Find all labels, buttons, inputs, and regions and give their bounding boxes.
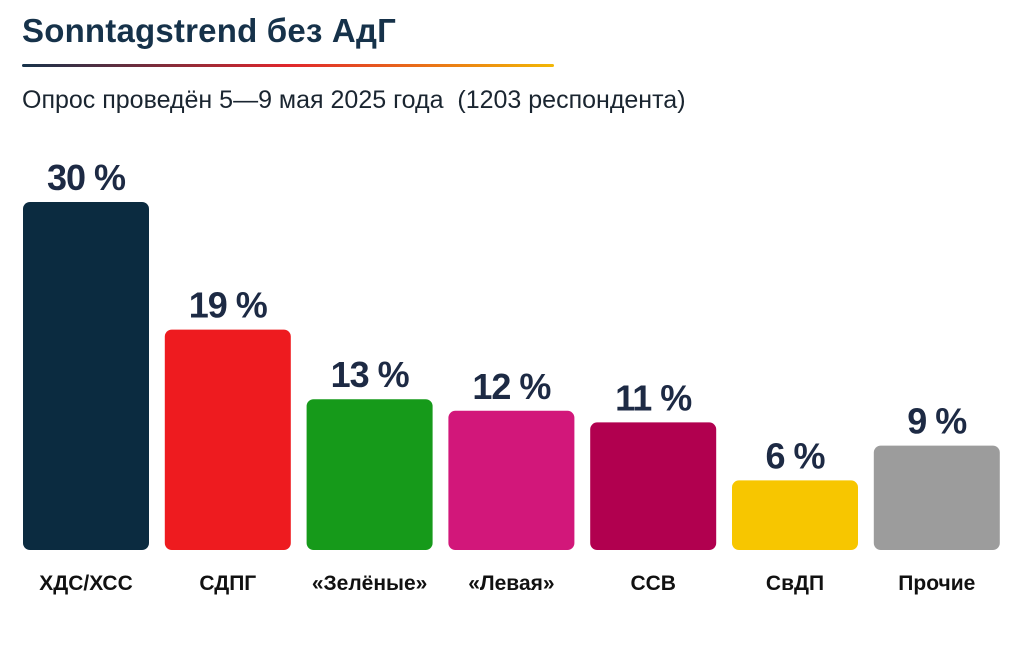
chart-subtitle: Опрос проведён 5—9 мая 2025 года (1203 р… [22,86,686,114]
bar-свдп [732,480,858,550]
category-label-прочие: Прочие [898,572,975,595]
category-label-хдс-хсс: ХДС/ХСС [39,572,133,595]
value-label-ссв: 11 % [615,377,692,418]
category-label-ссв: ССВ [630,572,676,595]
title-underline [22,64,554,67]
chart-title: Sonntagstrend без АдГ [22,12,396,49]
bar-сдпг [164,329,291,550]
category-label-сдпг: СДПГ [199,572,256,595]
bar-прочие [873,445,1000,550]
value-label-сдпг: 19 % [189,285,268,326]
value-label-свдп: 6 % [765,435,825,476]
value-label-левая: 12 % [472,366,551,407]
bar-левая [448,410,575,550]
bar-зелёные [306,399,433,550]
category-label-зелёные: «Зелёные» [312,572,428,595]
bar-ссв [590,422,717,550]
bar-хдс-хсс [23,202,149,550]
value-label-прочие: 9 % [907,401,967,442]
value-label-зелёные: 13 % [331,354,410,395]
category-label-левая: «Левая» [468,572,554,595]
category-label-свдп: СвДП [766,572,824,595]
value-label-хдс-хсс: 30 % [47,157,126,198]
